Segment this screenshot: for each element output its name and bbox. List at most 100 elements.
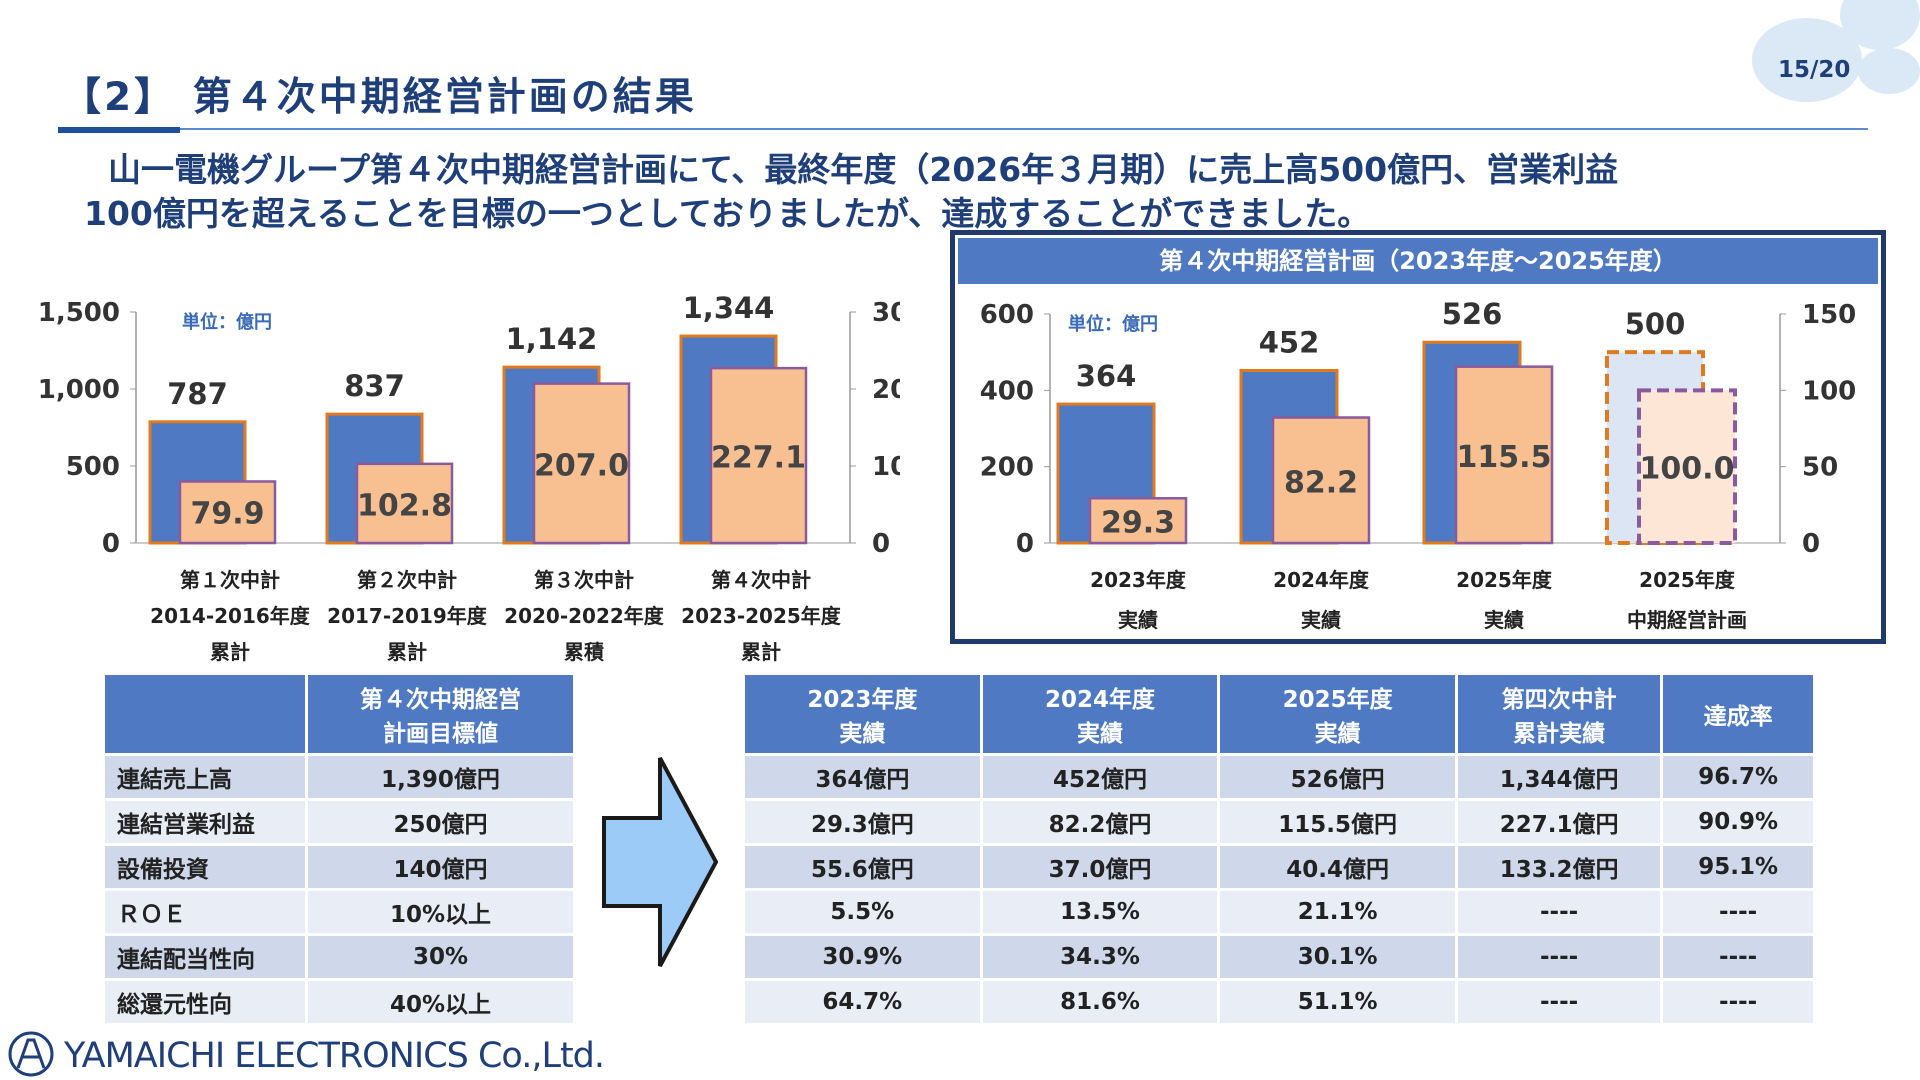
table-row: 55.6億円 37.0億円 40.4億円 133.2億円 95.1% [745, 846, 1813, 888]
left-tick-label: 200 [980, 453, 1034, 483]
result-value: ---- [1457, 981, 1661, 1023]
sales-value-label: 1,142 [506, 322, 598, 356]
company-logo-text: YAMAICHI ELECTRONICS Co.,Ltd. [64, 1036, 605, 1076]
table-row: 連結売上高 1,390億円 [105, 756, 573, 798]
row-label: 設備投資 [105, 846, 305, 888]
profit-value-label: 79.9 [190, 496, 264, 531]
sales-value-label: 837 [344, 369, 405, 403]
target-value: 10%以上 [308, 891, 573, 933]
category-label: 中期経営計画 [1627, 608, 1747, 632]
row-label: 連結配当性向 [105, 936, 305, 978]
category-label: 第４次中計 [711, 568, 811, 592]
column-header: 2023年度 実績 [745, 675, 980, 753]
corner-decoration [1858, 48, 1920, 94]
profit-value-label: 102.8 [357, 488, 452, 523]
profit-bar [532, 382, 631, 545]
cumulative-plan-chart: 0 500 1,000 1,500 0 100 200 300 単位：億円 787 79.9 第１次中… [38, 291, 900, 664]
targets-table: 第４次中期経営 計画目標値 連結売上高 1,390億円 連結営業利益 250億円 設備投… [102, 672, 576, 1026]
profit-bar [178, 480, 277, 545]
table-row: 連結営業利益 250億円 [105, 801, 573, 843]
result-value: 51.1% [1220, 981, 1455, 1023]
column-header: 2025年度 実績 [1220, 675, 1455, 753]
left-tick-label: 1,000 [38, 375, 120, 405]
result-value: 96.7% [1663, 756, 1813, 798]
table-header-target: 第４次中期経営 計画目標値 [308, 675, 573, 753]
right-tick-label: 150 [1802, 300, 1856, 330]
result-value: ---- [1663, 981, 1813, 1023]
sales-value-label: 526 [1442, 297, 1503, 331]
result-value: ---- [1457, 891, 1661, 933]
result-value: 34.3% [982, 936, 1218, 978]
page-number: 15/20 [1778, 57, 1851, 83]
table-row: 設備投資 140億円 [105, 846, 573, 888]
right-tick-label: 0 [1802, 529, 1820, 559]
category-label: 2025年度 [1639, 568, 1736, 592]
result-value: ---- [1457, 936, 1661, 978]
result-value: 30.9% [745, 936, 980, 978]
result-value: 5.5% [745, 891, 980, 933]
row-label: 連結営業利益 [105, 801, 305, 843]
table-header-blank [105, 675, 305, 753]
result-value: 90.9% [1663, 801, 1813, 843]
result-value: 1,344億円 [1457, 756, 1661, 798]
target-value: 30% [308, 936, 573, 978]
target-value: 140億円 [308, 846, 573, 888]
profit-value-label: 227.1 [711, 441, 806, 476]
sales-value-label: 364 [1076, 359, 1137, 393]
category-label: 2014-2016年度 [150, 604, 311, 628]
profit-bar [709, 366, 808, 545]
left-tick-label: 600 [980, 300, 1034, 330]
profit-value-label: 29.3 [1101, 506, 1175, 541]
result-value: 133.2億円 [1457, 846, 1661, 888]
result-value: 452億円 [982, 756, 1218, 798]
right-tick-label: 200 [872, 375, 900, 405]
unit-label: 単位：億円 [1068, 313, 1158, 335]
table-row: 64.7% 81.6% 51.1% ---- ---- [745, 981, 1813, 1023]
corner-decoration [1752, 18, 1862, 102]
right-tick-label: 300 [872, 298, 900, 328]
target-value: 1,390億円 [308, 756, 573, 798]
result-value: 30.1% [1220, 936, 1455, 978]
profit-bar [1637, 388, 1737, 546]
category-label: 第２次中計 [357, 568, 457, 592]
left-tick-label: 400 [980, 376, 1034, 406]
table-row: ＲＯＥ 10%以上 [105, 891, 573, 933]
category-label: 累計 [741, 640, 781, 664]
row-label: ＲＯＥ [105, 891, 305, 933]
result-value: 364億円 [745, 756, 980, 798]
column-header: 第四次中計 累計実績 [1457, 675, 1661, 753]
profit-bar [1454, 365, 1554, 545]
category-label: 累積 [564, 640, 605, 664]
category-label: 2023年度 [1090, 568, 1187, 592]
left-tick-label: 1,500 [38, 298, 120, 328]
result-value: 64.7% [745, 981, 980, 1023]
target-value: 250億円 [308, 801, 573, 843]
table-row: 5.5% 13.5% 21.1% ---- ---- [745, 891, 1813, 933]
result-value: 40.4億円 [1220, 846, 1455, 888]
category-label: 実績 [1118, 608, 1158, 632]
category-label: 2024年度 [1273, 568, 1370, 592]
row-label: 連結売上高 [105, 756, 305, 798]
left-tick-label: 0 [102, 529, 120, 559]
profit-value-label: 115.5 [1457, 440, 1552, 475]
right-tick-label: 100 [872, 452, 900, 482]
table-row: 連結配当性向 30% [105, 936, 573, 978]
category-label: 2025年度 [1456, 568, 1553, 592]
result-value: 95.1% [1663, 846, 1813, 888]
result-value: 13.5% [982, 891, 1218, 933]
right-tick-label: 100 [1802, 376, 1856, 406]
title-divider-accent [58, 127, 180, 133]
plan-chart-title: 第４次中期経営計画（2023年度～2025年度） [958, 238, 1878, 284]
category-label: 2023-2025年度 [681, 604, 842, 628]
category-label: 累計 [210, 640, 250, 664]
result-value: 37.0億円 [982, 846, 1218, 888]
company-logo-icon [8, 1031, 54, 1077]
right-tick-label: 0 [872, 529, 890, 559]
result-value: 29.3億円 [745, 801, 980, 843]
page-title: 【2】 第４次中期経営計画の結果 [62, 75, 697, 120]
result-value: 21.1% [1220, 891, 1455, 933]
target-value: 40%以上 [308, 981, 573, 1023]
category-label: 実績 [1484, 608, 1524, 632]
category-label: 実績 [1301, 608, 1341, 632]
